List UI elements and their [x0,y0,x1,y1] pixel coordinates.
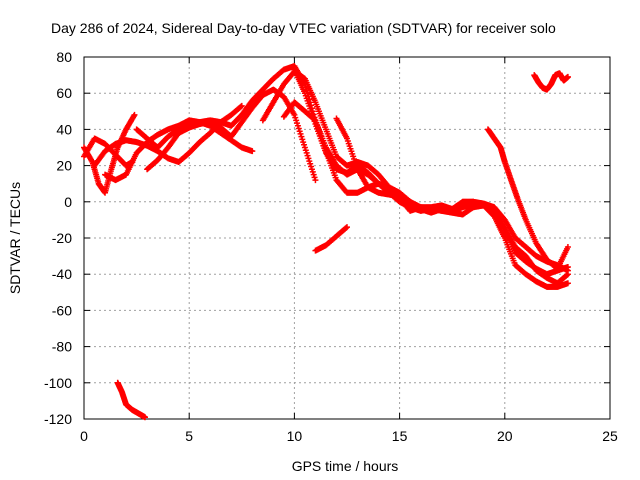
data-point [564,73,571,80]
series-track-b [81,135,136,169]
data-point [249,148,256,155]
y-tick-label: 40 [56,121,72,137]
data-point [131,111,138,118]
y-tick-label: 0 [64,194,72,210]
data-point [312,177,319,184]
series-track-l [114,379,149,421]
data-point [237,103,244,110]
y-tick-label: -20 [52,230,72,246]
data-point [564,280,571,287]
data-point [343,224,350,231]
series-track-i [291,66,571,278]
axis-ticks [83,56,611,420]
data-points [81,63,571,421]
y-tick-label: 80 [56,49,72,65]
x-tick-label: 5 [185,428,193,444]
series-track-k [312,224,350,254]
data-point [238,102,245,109]
y-tick-label: -40 [52,266,72,282]
axis-tick-labels: 0 5 10 15 20 25 -120 -100 -80 -60 -40 -20 0 20 40 60 80 [44,49,618,444]
x-tick-label: 10 [287,428,303,444]
series-track-a [81,111,138,196]
series-track-j [333,115,571,274]
x-axis-label: GPS time / hours [292,458,399,474]
y-tick-label: -120 [44,411,72,427]
data-point [344,224,350,231]
chart-title: Day 286 of 2024, Sidereal Day-to-day VTE… [51,20,556,36]
series-track-n [531,70,571,93]
x-tick-label: 20 [497,428,513,444]
x-tick-label: 15 [392,428,408,444]
y-axis-label: SDTVAR / TECUs [7,182,23,294]
x-tick-label: 25 [602,428,618,444]
y-tick-label: -100 [44,375,72,391]
y-tick-label: -60 [52,302,72,318]
data-point [564,267,571,274]
y-tick-label: 60 [56,85,72,101]
y-tick-label: -80 [52,339,72,355]
y-tick-label: 20 [56,158,72,174]
data-point [564,244,571,251]
x-tick-label: 0 [80,428,88,444]
data-point [142,414,149,421]
series-track-m [484,126,571,272]
